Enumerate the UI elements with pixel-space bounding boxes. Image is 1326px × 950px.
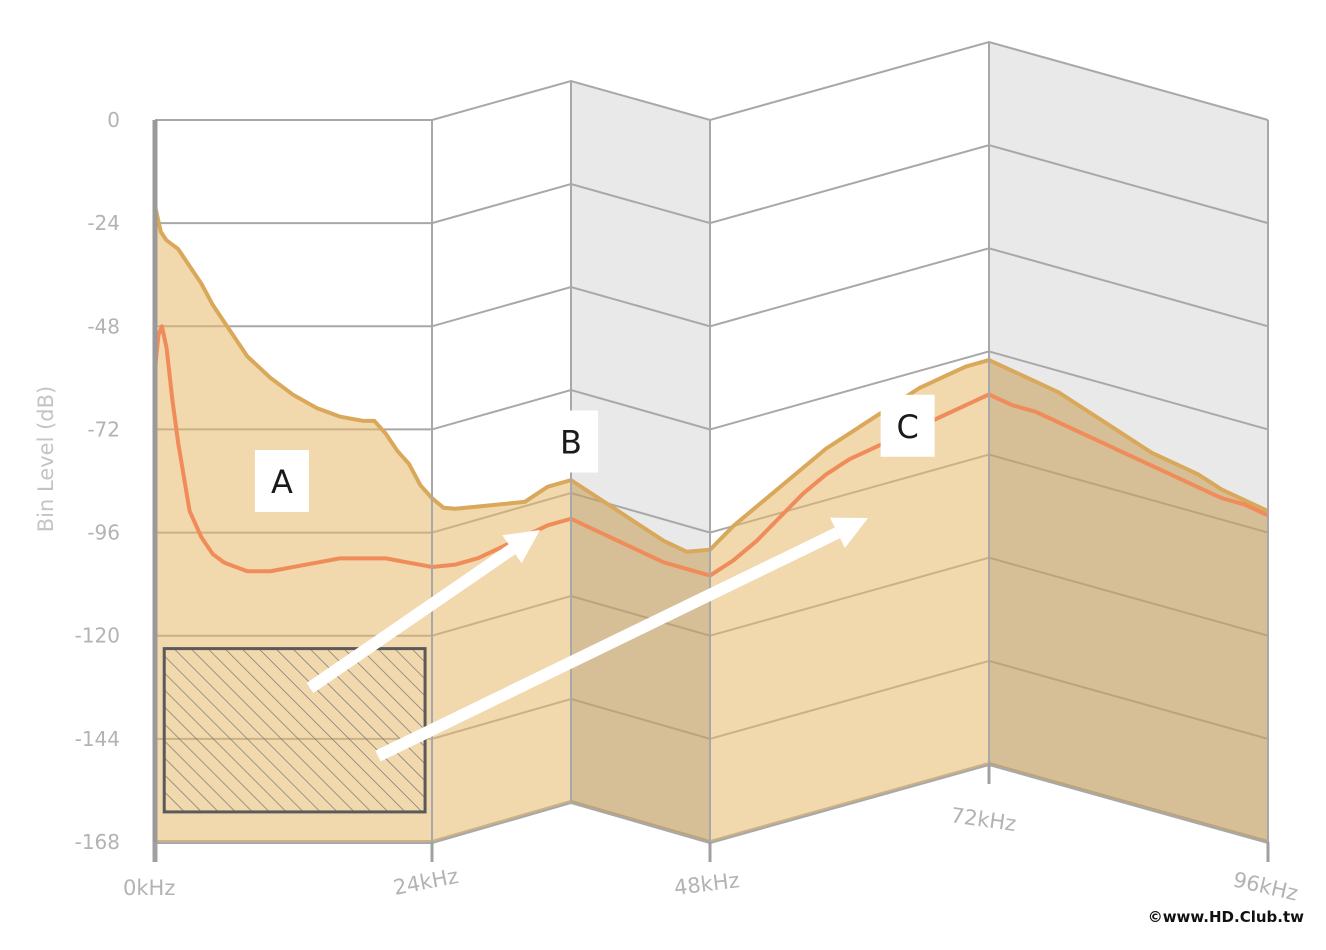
panel-borders: [152, 42, 1270, 862]
gridline: [155, 247, 1269, 328]
y-axis-label: Bin Level (dB): [34, 386, 58, 532]
x-tick-label: 72kHz: [949, 803, 1017, 836]
annotation-b: B: [544, 410, 598, 473]
credit-watermark: ©www.HD.Club.tw: [1148, 908, 1304, 926]
y-tick-label: -24: [87, 211, 120, 235]
annotation-c: C: [880, 394, 935, 457]
y-tick-label: -72: [87, 417, 120, 441]
annotation-label: C: [896, 408, 918, 446]
upper-series-line: [153, 205, 1269, 554]
arrow-to-b: [306, 530, 540, 693]
y-tick-label: -96: [87, 521, 120, 545]
annotation-label: A: [271, 463, 293, 501]
hatched-region: [162, 647, 427, 814]
gridline: [155, 40, 1269, 122]
x-tick-label: 48kHz: [673, 868, 741, 900]
y-tick-label: 0: [107, 108, 120, 132]
y-tick-label: -168: [75, 830, 120, 854]
x-tick-label: 0kHz: [123, 876, 175, 900]
y-tick-label: -120: [75, 624, 120, 648]
arrow-to-c: [375, 517, 868, 762]
x-tick-label: 24kHz: [391, 864, 460, 900]
x-tick-label: 96kHz: [1231, 867, 1300, 905]
gridline: [155, 350, 1269, 431]
annotations: A B C: [162, 394, 935, 814]
lower-series-line: [153, 324, 1269, 578]
gridline: [155, 144, 1269, 225]
y-tick-label: -144: [75, 727, 120, 751]
annotation-a: A: [254, 450, 309, 512]
annotation-label: B: [560, 424, 582, 462]
y-tick-label: -48: [87, 314, 120, 338]
